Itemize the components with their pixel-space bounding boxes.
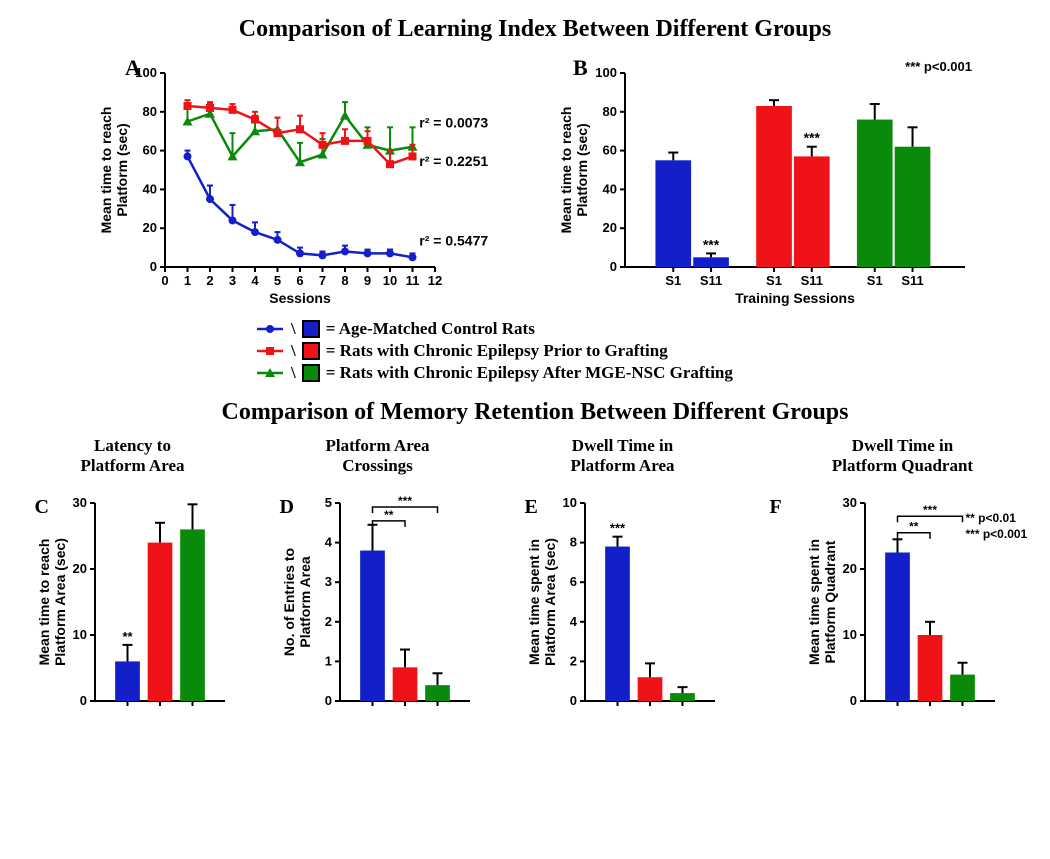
svg-text:12: 12: [428, 273, 442, 288]
svg-text:S1: S1: [665, 273, 681, 288]
panel-A-label: A: [125, 55, 141, 81]
svg-text:11: 11: [406, 273, 420, 288]
svg-text:Platform Area (sec): Platform Area (sec): [52, 538, 68, 666]
svg-text:0: 0: [150, 259, 157, 274]
svg-text:20: 20: [143, 220, 157, 235]
svg-text:100: 100: [595, 65, 617, 80]
svg-text:4: 4: [324, 535, 332, 550]
svg-text:Training Sessions: Training Sessions: [735, 290, 855, 306]
svg-text:No. of Entries to: No. of Entries to: [281, 548, 297, 656]
panel-F: Dwell Time inPlatform QuadrantF0102030Me…: [768, 436, 1038, 715]
svg-text:20: 20: [72, 561, 86, 576]
svg-text:30: 30: [842, 495, 856, 510]
svg-text:2: 2: [569, 653, 576, 668]
svg-text:Platform Area (sec): Platform Area (sec): [542, 538, 558, 666]
svg-text:2: 2: [206, 273, 213, 288]
svg-text:3: 3: [229, 273, 236, 288]
svg-text:S1: S1: [867, 273, 883, 288]
svg-text:8: 8: [341, 273, 348, 288]
panel-F-title: Dwell Time inPlatform Quadrant: [832, 436, 973, 475]
panel-C-title: Latency toPlatform Area: [80, 436, 184, 475]
legend: \ = Age-Matched Control Rats\ = Rats wit…: [255, 319, 815, 383]
top-title: Comparison of Learning Index Between Dif…: [10, 16, 1050, 43]
svg-text:S11: S11: [901, 273, 923, 288]
svg-text:10: 10: [383, 273, 397, 288]
legend-row: \ = Rats with Chronic Epilepsy After MGE…: [255, 363, 815, 383]
svg-text:4: 4: [251, 273, 259, 288]
svg-text:Mean time spent in: Mean time spent in: [526, 539, 542, 665]
svg-text:Platform Area: Platform Area: [297, 556, 313, 648]
panel-D: Platform AreaCrossingsD012345No. of Entr…: [278, 436, 478, 715]
svg-text:Mean time to reach: Mean time to reach: [558, 107, 574, 234]
panel-C: Latency toPlatform AreaC0102030Mean time…: [33, 436, 233, 715]
svg-text:40: 40: [143, 181, 157, 196]
svg-text:**: **: [122, 629, 133, 644]
svg-text:2: 2: [324, 614, 331, 629]
svg-text:Platform (sec): Platform (sec): [574, 123, 590, 216]
svg-text:6: 6: [569, 574, 576, 589]
svg-text:Platform (sec): Platform (sec): [114, 123, 130, 216]
svg-text:***: ***: [922, 503, 936, 517]
svg-text:20: 20: [603, 220, 617, 235]
svg-text:7: 7: [319, 273, 326, 288]
svg-text:0: 0: [849, 693, 856, 708]
svg-text:10: 10: [72, 627, 86, 642]
svg-text:S11: S11: [801, 273, 823, 288]
svg-text:1: 1: [184, 273, 191, 288]
svg-text:9: 9: [364, 273, 371, 288]
svg-text:***: ***: [397, 494, 411, 508]
svg-text:r² = 0.5477: r² = 0.5477: [419, 233, 488, 249]
panel-D-title: Platform AreaCrossings: [325, 436, 429, 475]
svg-text:60: 60: [603, 143, 617, 158]
svg-text:1: 1: [324, 653, 331, 668]
svg-text:8: 8: [569, 535, 576, 550]
svg-text:***: ***: [804, 130, 821, 146]
svg-text:5: 5: [324, 495, 331, 510]
svg-text:30: 30: [72, 495, 86, 510]
svg-text:***: ***: [703, 236, 720, 252]
svg-text:0: 0: [610, 259, 617, 274]
chart-B: 0 20 40 60 80 100 S1 S11 S1 S11 S1 S11 Training Sess…: [555, 53, 975, 313]
legend-row: \ = Rats with Chronic Epilepsy Prior to …: [255, 341, 815, 361]
svg-text:*** p<0.001: *** p<0.001: [905, 59, 972, 74]
svg-text:3: 3: [324, 574, 331, 589]
svg-text:Sessions: Sessions: [269, 290, 331, 306]
svg-text:Platform Quadrant: Platform Quadrant: [822, 540, 838, 663]
panel-E: Dwell Time inPlatform AreaE0246810Mean t…: [523, 436, 723, 715]
svg-text:4: 4: [569, 614, 577, 629]
svg-text:S1: S1: [766, 273, 782, 288]
svg-text:**: **: [909, 520, 919, 534]
svg-text:0: 0: [324, 693, 331, 708]
svg-text:0: 0: [569, 693, 576, 708]
svg-text:80: 80: [143, 104, 157, 119]
svg-text:***: ***: [609, 521, 625, 536]
svg-text:0: 0: [161, 273, 168, 288]
svg-text:0: 0: [79, 693, 86, 708]
legend-row: \ = Age-Matched Control Rats: [255, 319, 815, 339]
panel-B-label: B: [573, 55, 588, 81]
svg-text:10: 10: [842, 627, 856, 642]
bottom-title: Comparison of Memory Retention Between D…: [10, 399, 1050, 426]
chart-A: 0204060801000123456789101112SessionsMean…: [95, 53, 525, 313]
svg-text:S11: S11: [700, 273, 722, 288]
significance-notes: ** p<0.01*** p<0.001: [966, 511, 1028, 542]
svg-text:**: **: [384, 508, 394, 522]
panel-B: B 0 20 40 60 80 100 S1 S11 S1 S11 S1 S11 Training Se…: [555, 53, 975, 313]
svg-text:Mean time spent in: Mean time spent in: [806, 539, 822, 665]
svg-text:5: 5: [274, 273, 281, 288]
svg-text:Mean time to reach: Mean time to reach: [98, 107, 114, 234]
panel-E-title: Dwell Time inPlatform Area: [570, 436, 674, 475]
svg-text:Mean time to reach: Mean time to reach: [36, 539, 52, 666]
panel-A: A 0204060801000123456789101112SessionsMe…: [95, 53, 525, 313]
svg-text:80: 80: [603, 104, 617, 119]
svg-text:6: 6: [296, 273, 303, 288]
svg-text:r² = 0.2251: r² = 0.2251: [419, 153, 488, 169]
svg-text:40: 40: [603, 181, 617, 196]
svg-text:10: 10: [562, 495, 576, 510]
svg-text:20: 20: [842, 561, 856, 576]
svg-text:60: 60: [143, 143, 157, 158]
svg-text:r² = 0.0073: r² = 0.0073: [419, 114, 488, 130]
